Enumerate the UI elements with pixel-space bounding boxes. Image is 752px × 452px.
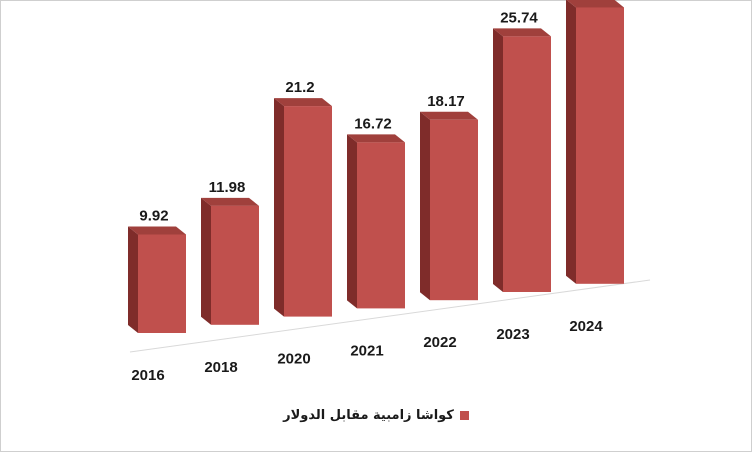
data-label: 21.2: [285, 79, 314, 96]
bar-2022: [420, 111, 478, 301]
category-label: 2020: [277, 351, 310, 368]
floor-line: [129, 279, 651, 353]
category-label: 2016: [131, 367, 164, 384]
data-label: 16.72: [354, 115, 392, 132]
bar-top: [566, 0, 624, 8]
bar-top: [128, 226, 186, 235]
bar-front: [284, 106, 332, 317]
category-label: 2018: [204, 359, 237, 376]
bar-2024: [566, 0, 624, 284]
bar-side: [128, 226, 138, 333]
bar-top: [420, 111, 478, 120]
bar-side: [420, 111, 430, 301]
bar-2021: [347, 134, 405, 309]
bar-front: [211, 205, 259, 325]
bar-side: [201, 197, 211, 325]
bar-front: [430, 119, 478, 301]
data-label: 18.17: [427, 93, 465, 110]
data-label: 25.74: [500, 9, 538, 26]
bar-side: [274, 98, 284, 317]
bar-2020: [274, 98, 332, 317]
bar-top: [274, 98, 332, 107]
legend-label: كواشا زامبية مقابل الدولار: [283, 408, 454, 423]
bar-2016: [128, 226, 186, 333]
bar-top: [493, 28, 551, 37]
category-label: 2021: [350, 342, 383, 359]
category-label: 2022: [423, 334, 456, 351]
bar-side: [493, 28, 503, 293]
category-label: 2023: [496, 326, 529, 343]
bar-2023: [493, 28, 551, 293]
category-label: 2024: [569, 318, 603, 335]
bar-front: [357, 142, 405, 309]
legend-swatch: [459, 411, 469, 420]
data-label: 9.92: [139, 207, 168, 224]
bar-side: [347, 134, 357, 309]
bar-2018: [201, 197, 259, 325]
legend: كواشا زامبية مقابل الدولار: [0, 408, 752, 423]
bar-front: [576, 7, 624, 284]
bar-top: [347, 134, 405, 143]
bar-side: [566, 0, 576, 284]
bar-front: [138, 234, 186, 333]
data-label: 11.98: [209, 179, 246, 196]
bar-front: [503, 36, 551, 293]
bar-top: [201, 197, 259, 206]
